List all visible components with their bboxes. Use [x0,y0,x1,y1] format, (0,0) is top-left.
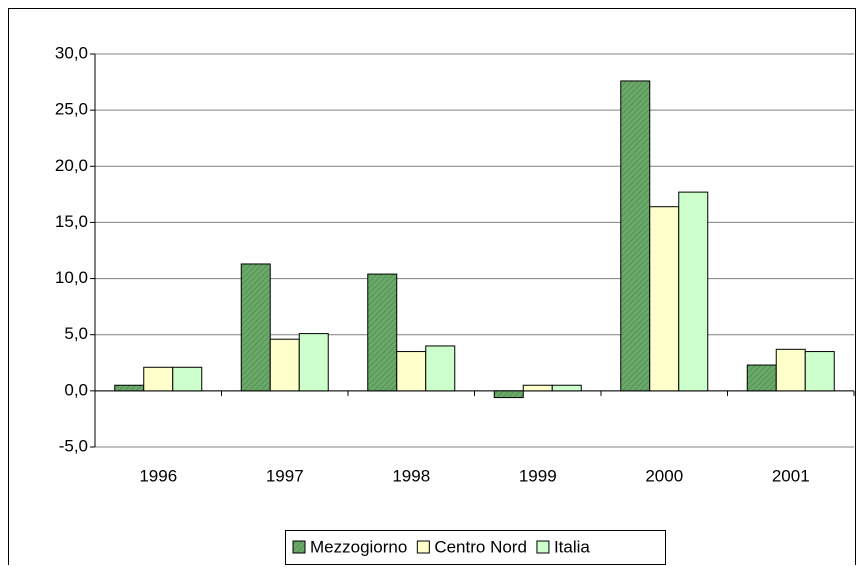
bar [114,384,145,392]
legend-swatch [536,540,550,554]
bar [746,364,777,392]
bar [396,351,427,392]
y-tick-label: 0,0 [64,380,88,399]
x-tick-label: 1999 [519,466,557,485]
legend-swatch [292,540,306,554]
bar [425,345,456,392]
legend-label: Mezzogiorno [310,537,407,556]
bar [649,206,680,392]
bar [775,348,806,392]
x-tick-label: 1996 [139,466,177,485]
x-tick-label: 1997 [266,466,304,485]
bar [551,384,582,392]
bar [298,333,329,392]
legend-box [285,530,666,565]
y-tick-label: 15,0 [55,212,88,231]
x-tick-label: 1998 [392,466,430,485]
bar [367,273,398,392]
bar [678,191,709,392]
bar [493,390,524,399]
bar [240,263,271,392]
y-tick-label: 10,0 [55,268,88,287]
legend-swatch [416,540,430,554]
bar [804,351,835,392]
y-tick-label: -5,0 [59,436,88,455]
legend-label: Italia [554,537,590,556]
y-tick-label: 5,0 [64,324,88,343]
bar [172,366,203,392]
y-tick-label: 25,0 [55,100,88,119]
chart-border [8,8,856,569]
bar [522,384,553,392]
x-tick-label: 2001 [772,466,810,485]
bar [620,80,651,392]
x-tick-label: 2000 [645,466,683,485]
bar [143,366,174,392]
legend-label: Centro Nord [434,537,527,556]
y-tick-label: 20,0 [55,156,88,175]
bar [269,338,300,392]
y-tick-label: 30,0 [55,43,88,62]
